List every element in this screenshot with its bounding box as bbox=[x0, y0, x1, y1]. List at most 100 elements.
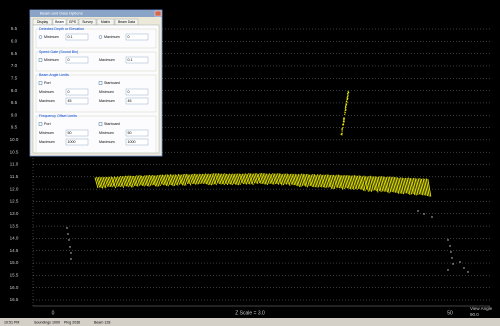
group-title: Speed Gate (Sound Bin) bbox=[39, 50, 78, 54]
point-cloud bbox=[423, 213, 424, 214]
axis-label: 12.5 bbox=[10, 199, 19, 204]
tab-label[interactable]: Matrix bbox=[101, 20, 111, 24]
group-title: Frequency Offset Limits bbox=[39, 114, 77, 118]
group-title: Detected Depth or Elevation bbox=[39, 27, 84, 31]
x-right-label: 50 bbox=[447, 310, 453, 316]
axis-label: 12.0 bbox=[10, 186, 19, 191]
axis-label: 9.5 bbox=[11, 125, 18, 130]
point-cloud bbox=[342, 127, 343, 128]
viewer: 0 Z Scale = 3.0 50 View Angle 90.0 5.56.… bbox=[0, 0, 500, 326]
input-value[interactable]: 0 bbox=[128, 35, 130, 39]
tab-label[interactable]: GPS bbox=[69, 20, 77, 24]
point-cloud bbox=[342, 124, 343, 125]
axis-label: 10.5 bbox=[10, 149, 19, 154]
point-cloud bbox=[69, 246, 70, 247]
checkbox[interactable] bbox=[39, 59, 42, 62]
point-cloud bbox=[347, 95, 348, 96]
input-value[interactable]: 0 bbox=[128, 90, 130, 94]
close-button[interactable] bbox=[155, 11, 161, 16]
input-value[interactable]: 1000 bbox=[68, 140, 76, 144]
point-cloud bbox=[346, 104, 347, 105]
input-value[interactable]: 45 bbox=[128, 99, 132, 103]
point-cloud bbox=[343, 119, 344, 120]
checkbox[interactable] bbox=[39, 82, 42, 85]
point-cloud bbox=[450, 251, 451, 252]
axis-label: 7.0 bbox=[11, 63, 18, 68]
input-value[interactable]: 0 bbox=[68, 90, 70, 94]
point-cloud bbox=[345, 110, 346, 111]
dialog-title: Beam and Data Options bbox=[40, 11, 83, 16]
field-label: Maximum bbox=[99, 99, 115, 103]
point-cloud bbox=[342, 130, 343, 131]
field-label: Maximum bbox=[99, 58, 115, 62]
axis-label: 13.0 bbox=[10, 211, 19, 216]
radio-button[interactable] bbox=[99, 36, 102, 39]
point-cloud bbox=[345, 112, 346, 113]
axis-label: 11.5 bbox=[10, 174, 19, 179]
input-value[interactable]: 0 bbox=[68, 58, 70, 62]
status-text: Beam 128 bbox=[94, 320, 110, 324]
view-angle-value: 90.0 bbox=[470, 312, 479, 317]
point-cloud bbox=[452, 263, 453, 264]
input-value[interactable]: 1000 bbox=[128, 140, 136, 144]
field-label: Minimum bbox=[99, 131, 114, 135]
axis-label: 8.0 bbox=[11, 88, 18, 93]
point-cloud bbox=[463, 267, 464, 268]
point-cloud bbox=[451, 257, 452, 258]
x-left-label: 0 bbox=[52, 310, 55, 316]
input-value[interactable]: 0.1 bbox=[128, 58, 133, 62]
point-cloud bbox=[343, 121, 344, 122]
view-angle-label: View Angle bbox=[470, 306, 493, 311]
point-cloud bbox=[347, 93, 348, 94]
input-value[interactable]: 50 bbox=[128, 131, 132, 135]
axis-label: 6.5 bbox=[11, 51, 18, 56]
point-cloud bbox=[345, 108, 346, 109]
checkbox[interactable] bbox=[39, 123, 42, 126]
field-label: Maximum bbox=[104, 35, 120, 39]
input-value[interactable]: 45 bbox=[68, 99, 72, 103]
point-cloud bbox=[417, 210, 418, 211]
point-cloud bbox=[344, 114, 345, 115]
field-label: Port bbox=[44, 81, 51, 85]
group-title: Beam Angle Limits bbox=[39, 73, 69, 77]
axis-label: 16.5 bbox=[10, 297, 19, 302]
point-cloud bbox=[467, 271, 468, 272]
axis-label: 13.5 bbox=[10, 223, 19, 228]
input-value[interactable]: 0.1 bbox=[68, 35, 73, 39]
point-cloud bbox=[347, 98, 348, 99]
radio-button[interactable] bbox=[39, 36, 42, 39]
point-cloud bbox=[347, 96, 348, 97]
axis-label: 9.0 bbox=[11, 112, 18, 117]
point-cloud bbox=[447, 239, 448, 240]
axis-label: 7.5 bbox=[11, 75, 18, 80]
tab-label[interactable]: Survey bbox=[82, 20, 93, 24]
field-label: Minimum bbox=[44, 35, 59, 39]
point-cloud bbox=[68, 239, 69, 240]
point-cloud bbox=[346, 101, 347, 102]
tab-label[interactable]: Beam Data bbox=[118, 20, 135, 24]
axis-label: 10.0 bbox=[10, 137, 19, 142]
axis-label: 11.0 bbox=[10, 162, 19, 167]
status-text: Soundings 1000 bbox=[34, 320, 60, 324]
axis-label: 16.0 bbox=[10, 285, 19, 290]
point-cloud bbox=[447, 269, 448, 270]
point-cloud bbox=[66, 227, 67, 228]
checkbox[interactable] bbox=[99, 123, 102, 126]
field-label: Starboard bbox=[104, 122, 120, 126]
axis-label: 8.5 bbox=[11, 100, 18, 105]
axis-label: 5.5 bbox=[11, 26, 18, 31]
point-cloud bbox=[67, 233, 68, 234]
tab-label[interactable]: Beam bbox=[55, 20, 64, 24]
axis-label: 14.0 bbox=[10, 236, 19, 241]
input-value[interactable]: 50 bbox=[68, 131, 72, 135]
axis-label: 6.0 bbox=[11, 39, 18, 44]
point-cloud bbox=[347, 91, 348, 92]
point-cloud bbox=[347, 99, 348, 100]
tab-label[interactable]: Display bbox=[37, 20, 48, 24]
axis-label: 14.5 bbox=[10, 248, 19, 253]
field-label: Minimum bbox=[99, 90, 114, 94]
checkbox[interactable] bbox=[99, 82, 102, 85]
field-label: Maximum bbox=[39, 99, 55, 103]
field-label: Minimum bbox=[44, 58, 59, 62]
dialog[interactable]: Beam and Data Options Display Beam GPS Surve… bbox=[30, 10, 162, 156]
